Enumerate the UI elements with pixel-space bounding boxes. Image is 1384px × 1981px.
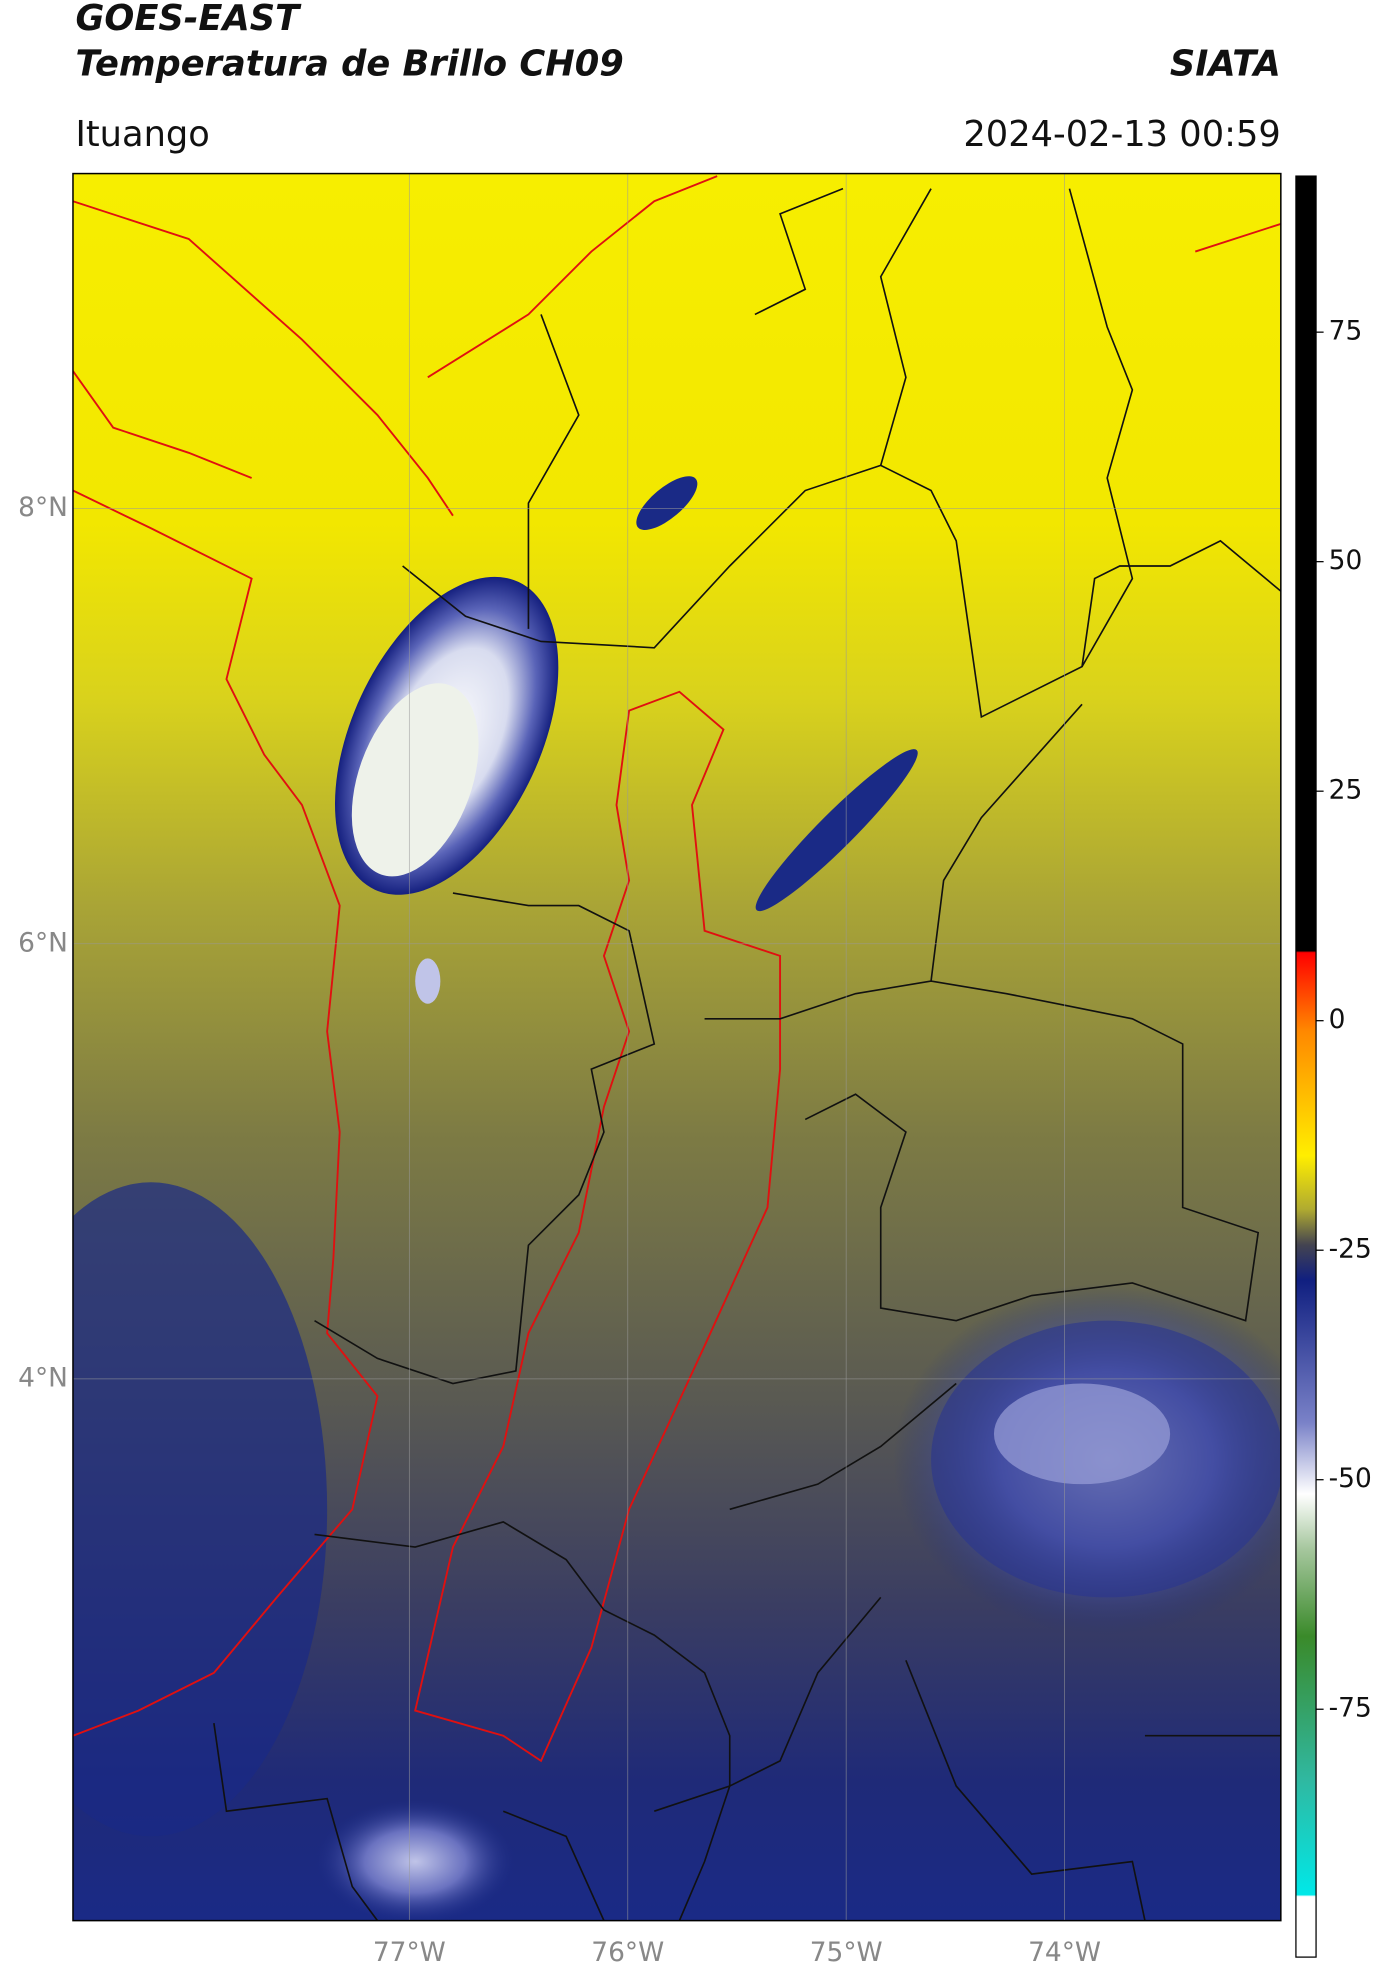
map	[72, 173, 1281, 1921]
colorbar-tick-label: 25	[1329, 775, 1363, 806]
y-tick-label: 6°N	[18, 927, 68, 958]
x-tick-label: 77°W	[373, 1937, 446, 1968]
y-tick-label: 8°N	[18, 492, 68, 523]
cloud	[415, 958, 441, 1004]
cloud	[755, 749, 918, 912]
y-tick-label: 4°N	[18, 1362, 68, 1393]
cloud	[636, 476, 698, 530]
coastline	[72, 175, 1281, 1763]
colorbar-tick-label: -25	[1329, 1234, 1372, 1265]
cloud	[993, 1383, 1171, 1485]
x-tick-label: 74°W	[1028, 1937, 1101, 1968]
colorbar-tick-label: -75	[1329, 1693, 1372, 1724]
colorbar-tick-label: 50	[1329, 545, 1363, 576]
x-tick-label: 75°W	[810, 1937, 883, 1968]
source: SIATA	[1170, 43, 1281, 84]
location: Ituango	[75, 114, 209, 155]
subtitle: Temperatura de Brillo CH09	[75, 43, 623, 84]
x-tick-label: 76°W	[591, 1937, 664, 1968]
map-frame	[72, 172, 1282, 1922]
title: GOES-EAST	[75, 0, 302, 39]
colorbar-tick-label: 0	[1329, 1004, 1346, 1035]
grid	[72, 173, 1281, 1921]
colorbar-tick-label: -50	[1329, 1463, 1372, 1494]
colorbar	[1295, 175, 1317, 1958]
cloud	[314, 1798, 516, 1921]
cloud	[72, 1182, 328, 1837]
boundaries	[213, 187, 1281, 1921]
datetime: 2024-02-13 00:59	[963, 114, 1280, 155]
cloud	[351, 683, 479, 877]
colorbar-tick-label: 75	[1329, 316, 1363, 347]
